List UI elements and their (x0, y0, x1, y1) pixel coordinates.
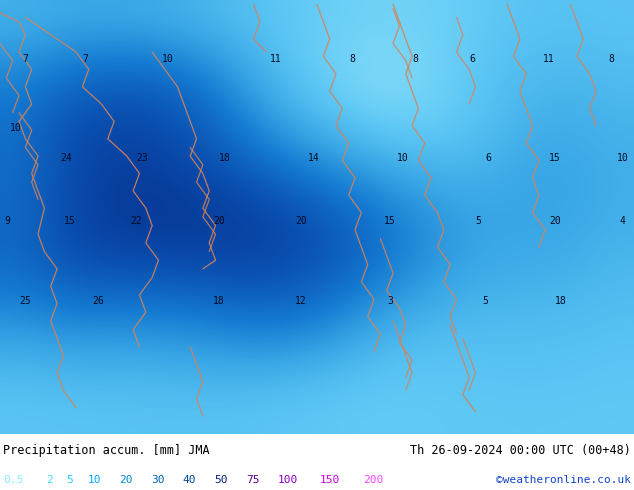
Text: 14: 14 (308, 153, 320, 163)
Text: 50: 50 (214, 475, 228, 485)
Text: 25: 25 (20, 296, 31, 306)
Text: 6: 6 (485, 153, 491, 163)
Text: 18: 18 (219, 153, 231, 163)
Text: 10: 10 (617, 153, 628, 163)
Text: 15: 15 (64, 216, 75, 226)
Text: 8: 8 (349, 53, 355, 64)
Text: 3: 3 (387, 296, 393, 306)
Text: ©weatheronline.co.uk: ©weatheronline.co.uk (496, 475, 631, 485)
Text: 7: 7 (22, 53, 29, 64)
Text: 8: 8 (609, 53, 615, 64)
Text: 24: 24 (61, 153, 72, 163)
Text: 10: 10 (162, 53, 174, 64)
Text: 4: 4 (619, 216, 626, 226)
Text: 75: 75 (246, 475, 259, 485)
Text: 200: 200 (363, 475, 383, 485)
Text: 10: 10 (10, 123, 22, 133)
Text: 6: 6 (469, 53, 476, 64)
Text: 22: 22 (131, 216, 142, 226)
Text: 20: 20 (213, 216, 224, 226)
Text: 18: 18 (213, 296, 224, 306)
Text: 10: 10 (87, 475, 101, 485)
Text: 150: 150 (320, 475, 340, 485)
Text: 18: 18 (555, 296, 567, 306)
Text: 7: 7 (82, 53, 89, 64)
Text: 5: 5 (67, 475, 74, 485)
Text: 11: 11 (270, 53, 281, 64)
Text: 100: 100 (278, 475, 298, 485)
Text: 5: 5 (482, 296, 488, 306)
Text: 20: 20 (295, 216, 307, 226)
Text: 0.5: 0.5 (3, 475, 23, 485)
Text: 9: 9 (4, 216, 11, 226)
Text: 5: 5 (476, 216, 482, 226)
Text: 15: 15 (384, 216, 396, 226)
Text: 30: 30 (151, 475, 164, 485)
Text: 20: 20 (549, 216, 560, 226)
Text: Precipitation accum. [mm] JMA: Precipitation accum. [mm] JMA (3, 444, 210, 457)
Text: Th 26-09-2024 00:00 UTC (00+48): Th 26-09-2024 00:00 UTC (00+48) (410, 444, 631, 457)
Text: 20: 20 (119, 475, 133, 485)
Text: 12: 12 (295, 296, 307, 306)
Text: 10: 10 (397, 153, 408, 163)
Text: 15: 15 (549, 153, 560, 163)
Text: 8: 8 (412, 53, 418, 64)
Text: 40: 40 (183, 475, 196, 485)
Text: 26: 26 (93, 296, 104, 306)
Text: 11: 11 (543, 53, 554, 64)
Text: 23: 23 (137, 153, 148, 163)
Text: 2: 2 (46, 475, 53, 485)
